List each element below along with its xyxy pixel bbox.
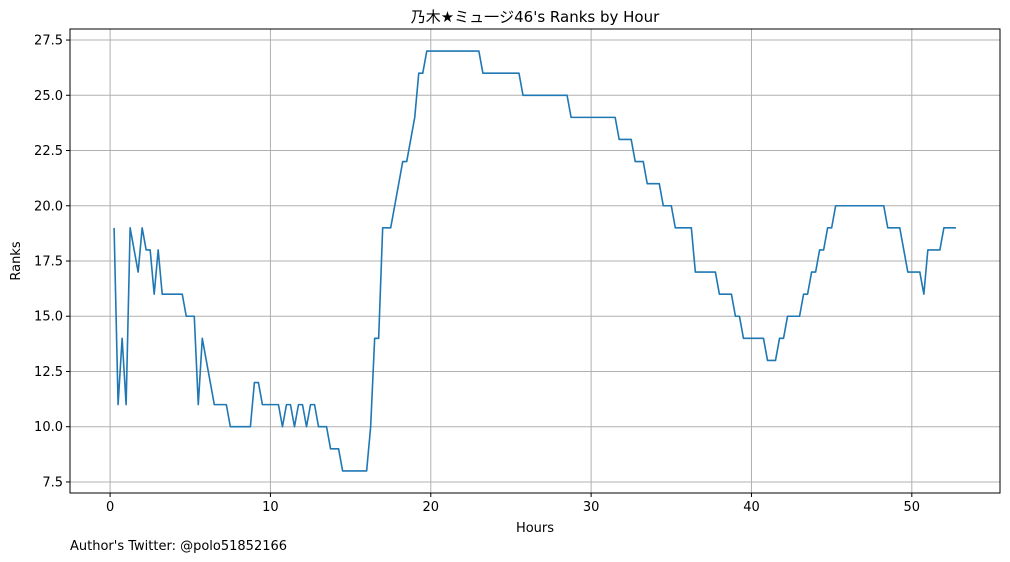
y-tick-label: 7.5 [42,475,63,490]
x-tick-label: 40 [743,500,760,515]
x-tick-label: 0 [106,500,114,515]
x-tick-label: 10 [262,500,279,515]
y-tick-label: 25.0 [34,89,63,104]
rank-series-line [113,50,956,472]
x-axis-label: Hours [516,521,554,536]
y-tick-label: 27.5 [34,34,63,49]
x-tick-label: 30 [583,500,600,515]
y-tick-label: 20.0 [34,199,63,214]
series-layer [113,50,956,472]
chart-title: 乃木★ミュ一ジ46's Ranks by Hour [411,8,660,26]
y-tick-label: 15.0 [34,310,63,325]
x-tick-label: 50 [904,500,921,515]
x-tick-label: 20 [423,500,440,515]
author-credit: Author's Twitter: @polo51852166 [70,539,287,554]
y-tick-label: 22.5 [34,144,63,159]
tick-layer: 0 10 20 30 40 50 7.5 10.0 12.5 15.0 17.5 20.0 22.5 25… [34,34,920,515]
y-axis-label: Ranks [9,241,24,280]
y-tick-label: 12.5 [34,365,63,380]
y-tick-label: 17.5 [34,255,63,270]
y-tick-label: 10.0 [34,420,63,435]
